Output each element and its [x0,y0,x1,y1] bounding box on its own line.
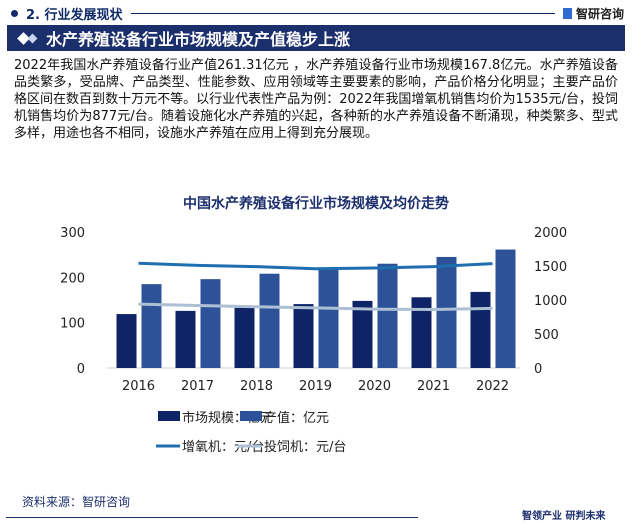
bar-market-size [470,291,491,368]
x-tick: 2019 [299,379,332,394]
body-text: 2022年我国水产养殖设备行业产值261.31亿元 ，水产养殖设备行业市场规模1… [14,58,618,141]
bar-market-size [293,304,314,368]
bar-output [377,263,398,368]
x-tick: 2017 [181,379,214,394]
bar-market-size [234,307,255,368]
y-tick-left: 100 [60,317,85,332]
bar-output [318,268,339,368]
source-note: 资料来源：智研咨询 [22,495,131,509]
x-tick: 2018 [240,379,273,394]
x-tick: 2020 [358,379,391,394]
logo-text: 智研咨询 [575,6,624,21]
divider [130,12,555,14]
y-tick-right: 2000 [534,226,567,241]
bar-market-size [411,297,432,368]
slogan: 智领产业 研判未来 [522,511,606,522]
bar-output [436,256,457,368]
footer-line [6,517,418,518]
line-aerator [138,261,493,271]
legend-label: 增氧机：元/台 [182,440,264,455]
bar-output [200,279,221,368]
legend-swatch [240,411,262,421]
logo-icon [562,7,572,19]
section-title: 2. 行业发展现状 [26,7,123,23]
bar-output [259,273,280,368]
y-tick-left: 300 [60,226,85,241]
y-tick-right: 1000 [534,294,567,309]
banner-title: 水产养殖设备行业市场规模及产值稳步上涨 [46,30,351,49]
title-banner: 水产养殖设备行业市场规模及产值稳步上涨 [7,25,625,51]
x-tick: 2021 [417,379,450,394]
legend-label: 产值：亿元 [264,410,329,426]
bar-market-size [352,300,373,368]
chart-title: 中国水产养殖设备行业市场规模及均价走势 [183,196,449,212]
y-tick-right: 500 [534,328,559,343]
x-tick: 2022 [476,379,509,394]
legend-swatch [158,411,180,421]
bar-market-size [116,314,137,368]
bar-market-size [175,310,196,368]
line-feeder [138,302,493,312]
section-header: 2. 行业发展现状 智研咨询 [8,4,624,23]
y-tick-left: 0 [77,362,85,377]
legend-label: 投饲机：元/台 [264,439,346,455]
x-tick: 2016 [122,379,155,394]
y-tick-left: 200 [60,271,85,286]
y-tick-right: 0 [534,362,542,377]
bullet-icon [11,9,18,17]
bar-output [495,249,516,368]
brand-logo: 智研咨询 [562,5,624,22]
bar-output [141,284,162,368]
y-tick-right: 1500 [534,260,567,275]
